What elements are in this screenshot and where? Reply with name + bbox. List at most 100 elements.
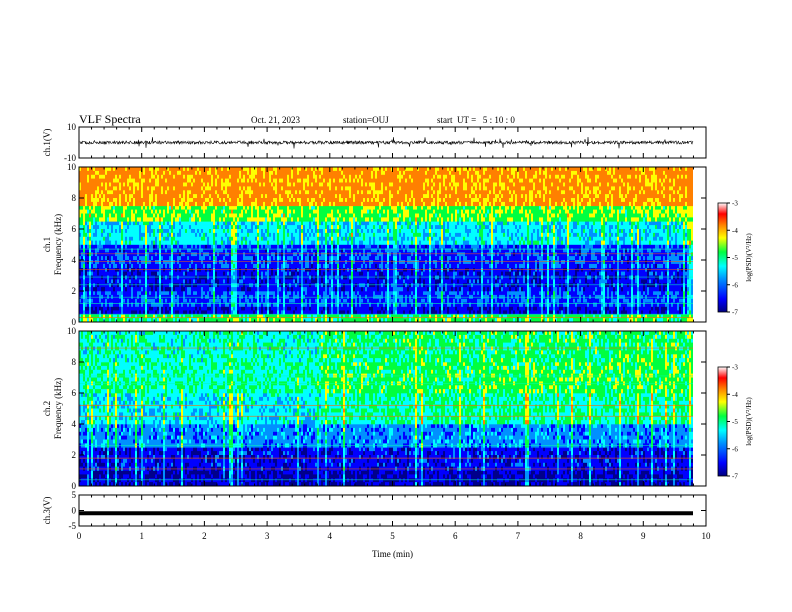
- spectrogram-cell: [253, 225, 256, 230]
- date-label: Oct. 21, 2023: [251, 115, 300, 125]
- spectrogram-cell: [145, 248, 148, 253]
- spectrogram-cell: [277, 244, 280, 249]
- spectrogram-cell: [95, 267, 98, 272]
- spectrogram-cell: [241, 271, 244, 276]
- spectrogram-cell: [287, 209, 290, 214]
- spectrogram-cell: [227, 252, 230, 257]
- spectrogram-cell: [243, 267, 246, 272]
- spectrogram-cell: [127, 279, 130, 284]
- spectrogram-cell: [193, 198, 196, 203]
- spectrogram-cell: [145, 205, 148, 210]
- spectrogram-cell: [257, 225, 260, 230]
- spectrogram-cell: [117, 217, 120, 222]
- spectrogram-cell: [279, 283, 282, 288]
- spectrogram-cell: [215, 275, 218, 280]
- spectrogram-cell: [179, 225, 182, 230]
- spectrogram-cell: [239, 232, 242, 238]
- spectrogram-cell: [175, 167, 178, 172]
- spectrogram-cell: [97, 275, 100, 280]
- spectrogram-cell: [137, 209, 140, 214]
- spectrogram-cell: [195, 283, 198, 288]
- spectrogram-cell: [221, 267, 224, 272]
- spectrogram-cell: [165, 260, 168, 265]
- spectrogram-cell: [99, 221, 102, 226]
- spectrogram-cell: [137, 275, 140, 280]
- spectrogram-cell: [191, 314, 194, 319]
- spectrogram-cell: [273, 217, 276, 222]
- spectrogram-cell: [247, 298, 250, 303]
- spectrogram-cell: [109, 318, 112, 323]
- spectrogram-cell: [139, 229, 142, 234]
- spectrogram-cell: [185, 244, 188, 249]
- spectrogram-cell: [273, 252, 276, 257]
- spectrogram-cell: [93, 167, 96, 172]
- spectrogram-cell: [253, 256, 256, 261]
- spectrogram-cell: [241, 279, 244, 284]
- spectrogram-cell: [183, 310, 186, 315]
- spectrogram-cell: [133, 240, 136, 245]
- spectrogram-cell: [209, 287, 212, 292]
- spectrogram-cell: [309, 236, 312, 241]
- spectrogram-cell: [267, 167, 270, 172]
- spectrogram-cell: [249, 194, 252, 199]
- spectrogram-cell: [83, 283, 86, 288]
- spectrogram-cell: [279, 267, 282, 272]
- spectrogram-cell: [289, 318, 292, 323]
- spectrogram-cell: [83, 229, 86, 234]
- spectrogram-cell: [109, 217, 112, 222]
- spectrogram-cell: [183, 263, 186, 269]
- spectrogram-cell: [275, 252, 278, 257]
- spectrogram-cell: [175, 205, 178, 210]
- spectrogram-cell: [315, 279, 318, 284]
- spectrogram-cell: [315, 260, 318, 265]
- spectrogram-cell: [89, 178, 92, 183]
- spectrogram-cell: [185, 182, 188, 187]
- spectrogram-cell: [305, 232, 308, 238]
- spectrogram-cell: [123, 279, 126, 284]
- spectrogram-cell: [89, 167, 92, 172]
- spectrogram-cell: [277, 260, 280, 265]
- spectrogram-cell: [215, 213, 218, 218]
- spectrogram-cell: [209, 302, 212, 307]
- spectrogram-cell: [305, 186, 308, 191]
- spectrogram-cell: [211, 167, 214, 172]
- spectrogram-cell: [89, 232, 92, 238]
- spectrogram-cell: [91, 240, 94, 245]
- spectrogram-cell: [233, 260, 236, 265]
- spectrogram-cell: [91, 298, 94, 303]
- spectrogram-cell: [145, 232, 148, 238]
- spectrogram-cell: [273, 198, 276, 203]
- spectrogram-cell: [175, 302, 178, 307]
- spectrogram-cell: [189, 283, 192, 288]
- spectrogram-cell: [185, 236, 188, 241]
- spectrogram-cell: [103, 252, 106, 257]
- spectrogram-cell: [259, 229, 262, 234]
- spectrogram-cell: [121, 244, 124, 249]
- spectrogram-cell: [85, 263, 88, 269]
- spectrogram-cell: [99, 248, 102, 253]
- spectrogram-cell: [319, 209, 322, 214]
- spectrogram-cell: [245, 271, 248, 276]
- spectrogram-cell: [207, 244, 210, 249]
- spectrogram-cell: [203, 174, 206, 179]
- spectrogram-cell: [241, 244, 244, 249]
- spectrogram-cell: [213, 190, 216, 195]
- spectrogram-cell: [81, 291, 84, 296]
- spectrogram-cell: [89, 248, 92, 253]
- spectrogram-cell: [79, 310, 82, 315]
- spectrogram-cell: [221, 170, 224, 176]
- spectrogram-cell: [97, 260, 100, 265]
- spectrogram-cell: [191, 267, 194, 272]
- spectrogram-cell: [119, 271, 122, 276]
- spectrogram-cell: [247, 244, 250, 249]
- spectrogram-cell: [181, 221, 184, 226]
- spectrogram-cell: [125, 190, 128, 195]
- spectrogram-cell: [137, 263, 140, 269]
- spectrogram-cell: [245, 236, 248, 241]
- spectrogram-cell: [157, 198, 160, 203]
- spectrogram-cell: [199, 217, 202, 222]
- spectrogram-cell: [193, 213, 196, 218]
- spectrogram-cell: [197, 209, 200, 214]
- spectrogram-cell: [127, 252, 130, 257]
- spectrogram-cell: [273, 174, 276, 179]
